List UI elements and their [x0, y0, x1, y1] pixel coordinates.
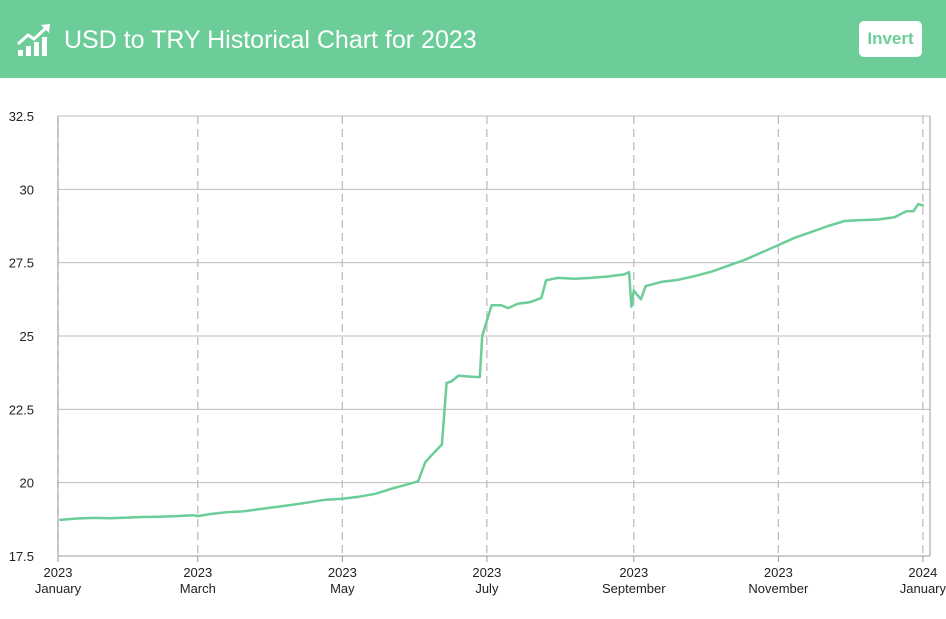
chart-header: USD to TRY Historical Chart for 2023 Inv… — [0, 0, 946, 78]
x-tick-year-label: 2024 — [908, 565, 937, 580]
y-tick-label: 22.5 — [9, 402, 34, 417]
y-tick-label: 20 — [20, 476, 34, 491]
x-tick-year-label: 2023 — [183, 565, 212, 580]
x-tick-year-label: 2023 — [472, 565, 501, 580]
x-tick-year-label: 2023 — [328, 565, 357, 580]
x-tick-month-label: September — [602, 581, 666, 596]
invert-button[interactable]: Invert — [859, 21, 922, 57]
x-tick-month-label: November — [748, 581, 809, 596]
line-chart: 17.52022.52527.53032.52023January2023Mar… — [9, 109, 946, 596]
x-tick-month-label: January — [35, 581, 82, 596]
x-tick-month-label: March — [180, 581, 216, 596]
x-tick-year-label: 2023 — [764, 565, 793, 580]
trending-up-chart-icon — [16, 24, 50, 56]
y-tick-label: 25 — [20, 329, 34, 344]
y-tick-label: 32.5 — [9, 109, 34, 124]
chart-title: USD to TRY Historical Chart for 2023 — [64, 26, 477, 54]
y-tick-label: 17.5 — [9, 549, 34, 564]
x-tick-month-label: May — [330, 581, 355, 596]
chart-area: 17.5 20 22.5 25 27.5 30 32.5 2023 January 2023 Mar… — [0, 78, 946, 614]
x-tick-month-label: January — [900, 581, 946, 596]
y-tick-label: 30 — [20, 182, 34, 197]
y-tick-label: 27.5 — [9, 256, 34, 271]
x-tick-month-label: July — [475, 581, 499, 596]
x-tick-year-label: 2023 — [44, 565, 73, 580]
x-tick-year-label: 2023 — [619, 565, 648, 580]
series-line — [59, 202, 925, 522]
